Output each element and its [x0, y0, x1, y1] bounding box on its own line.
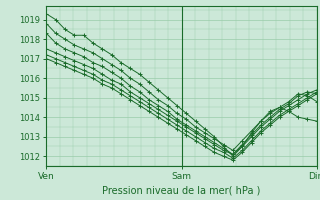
X-axis label: Pression niveau de la mer( hPa ): Pression niveau de la mer( hPa ) [102, 185, 261, 195]
